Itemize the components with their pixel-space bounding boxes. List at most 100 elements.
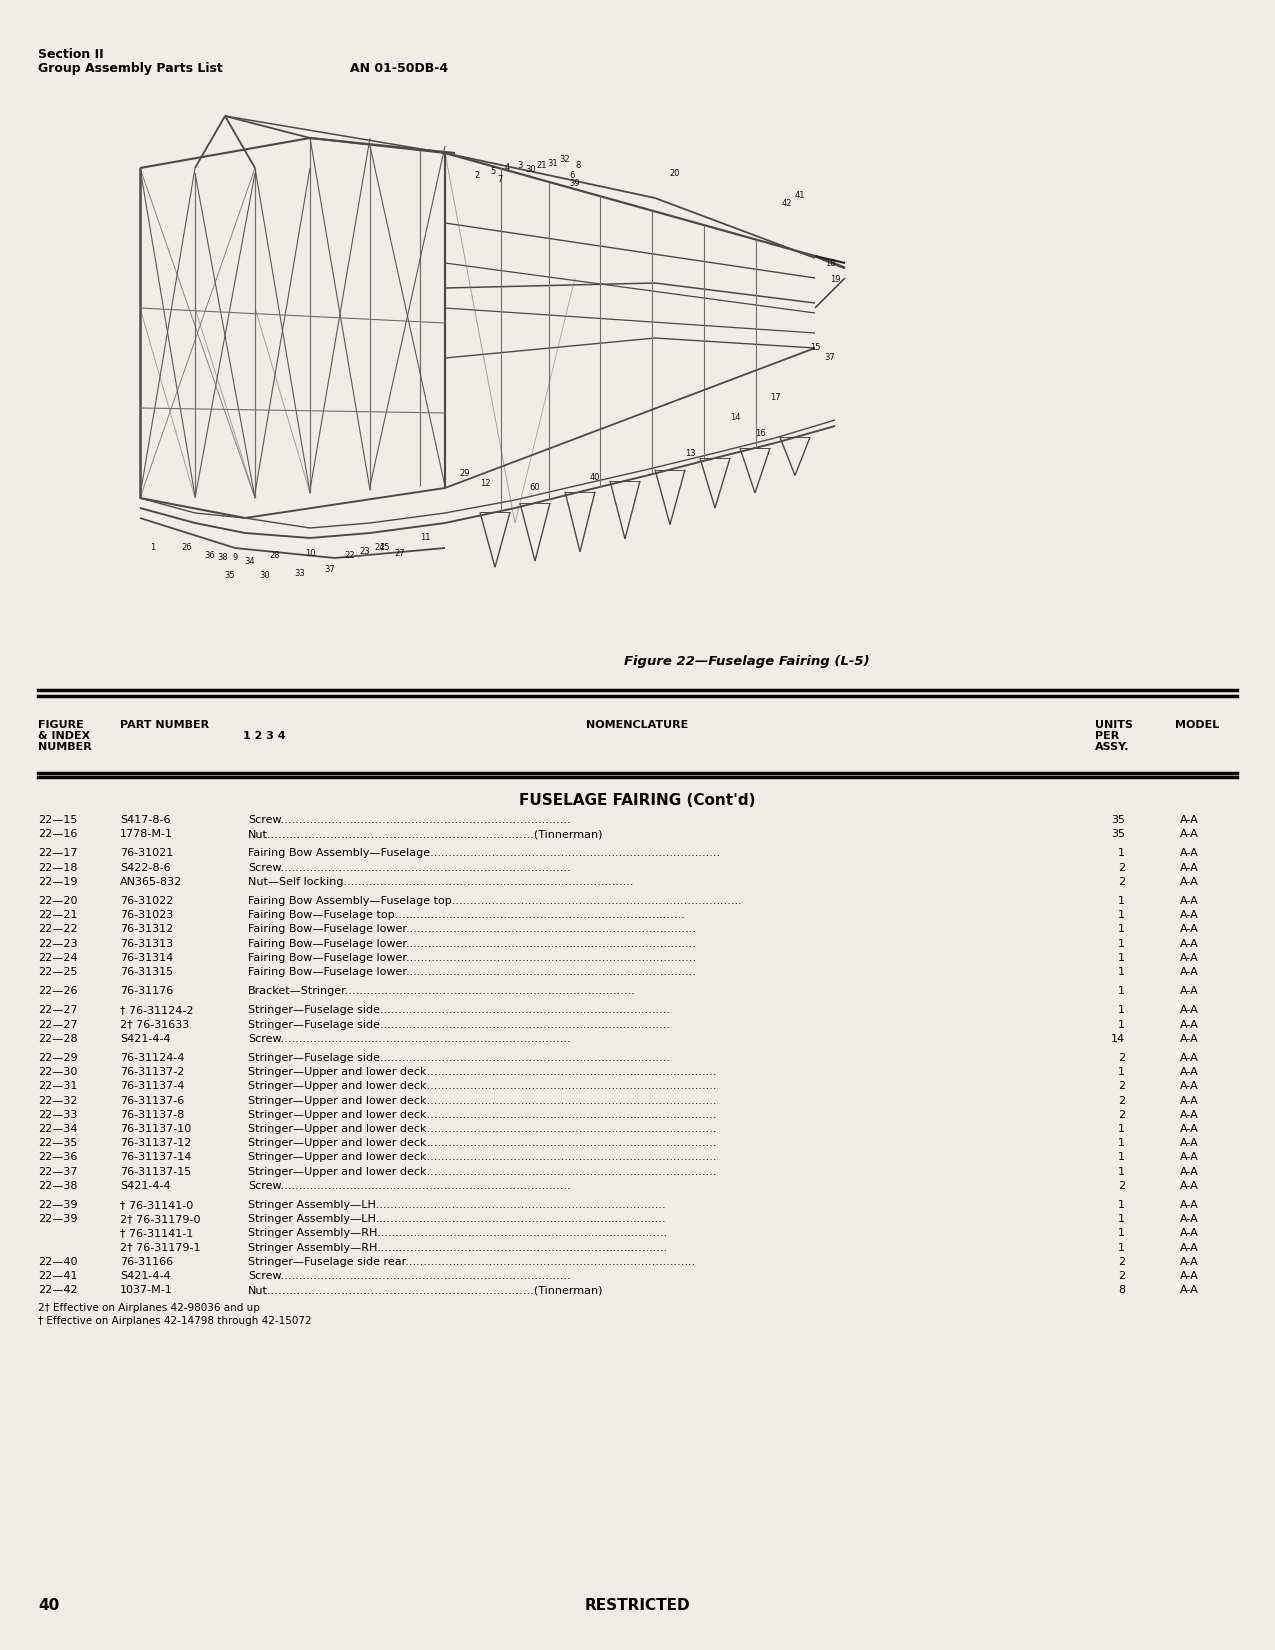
- Text: 2† 76-31179-0: 2† 76-31179-0: [120, 1214, 200, 1224]
- Text: A-A: A-A: [1179, 1200, 1198, 1209]
- Text: 22—17: 22—17: [38, 848, 78, 858]
- Text: Fairing Bow Assembly—Fuselage top...............................................: Fairing Bow Assembly—Fuselage top.......…: [249, 896, 742, 906]
- Text: † 76-31141-1: † 76-31141-1: [120, 1228, 194, 1239]
- Text: 5: 5: [491, 168, 496, 177]
- Text: 22—24: 22—24: [38, 952, 78, 964]
- Text: 76-31023: 76-31023: [120, 911, 173, 921]
- Text: † Effective on Airplanes 42-14798 through 42-15072: † Effective on Airplanes 42-14798 throug…: [38, 1317, 311, 1327]
- Text: A-A: A-A: [1179, 939, 1198, 949]
- Text: 2: 2: [1118, 1257, 1125, 1267]
- Text: 22—32: 22—32: [38, 1096, 78, 1106]
- Text: 1: 1: [1118, 924, 1125, 934]
- Text: 34: 34: [245, 556, 255, 566]
- Text: RESTRICTED: RESTRICTED: [584, 1597, 690, 1614]
- Text: 76-31137-14: 76-31137-14: [120, 1152, 191, 1162]
- Text: 2: 2: [1118, 1053, 1125, 1063]
- Text: 33: 33: [295, 569, 306, 578]
- Text: 35: 35: [224, 571, 236, 581]
- Text: 1: 1: [1118, 1124, 1125, 1134]
- Text: 37: 37: [825, 353, 835, 363]
- Text: 1: 1: [1118, 1200, 1125, 1209]
- Text: 22—42: 22—42: [38, 1285, 78, 1295]
- Text: Screw...........................................................................: Screw...................................…: [249, 1181, 571, 1191]
- Text: & INDEX: & INDEX: [38, 731, 91, 741]
- Text: A-A: A-A: [1179, 911, 1198, 921]
- Text: A-A: A-A: [1179, 1285, 1198, 1295]
- Text: 12: 12: [479, 478, 491, 487]
- Text: Fairing Bow Assembly—Fuselage...................................................: Fairing Bow Assembly—Fuselage...........…: [249, 848, 720, 858]
- Text: 22—25: 22—25: [38, 967, 78, 977]
- Text: 22—39: 22—39: [38, 1214, 78, 1224]
- Text: Stringer Assembly—RH............................................................: Stringer Assembly—RH....................…: [249, 1242, 667, 1252]
- Text: 22—22: 22—22: [38, 924, 78, 934]
- Text: A-A: A-A: [1179, 1068, 1198, 1077]
- Text: 1: 1: [1118, 967, 1125, 977]
- Text: 14: 14: [729, 414, 741, 422]
- Text: Stringer Assembly—RH............................................................: Stringer Assembly—RH....................…: [249, 1228, 667, 1239]
- Text: 22—19: 22—19: [38, 876, 78, 886]
- Text: 22—27: 22—27: [38, 1005, 78, 1015]
- Text: 22—38: 22—38: [38, 1181, 78, 1191]
- Text: Screw...........................................................................: Screw...................................…: [249, 815, 571, 825]
- Text: 1: 1: [1118, 939, 1125, 949]
- Text: 31: 31: [548, 158, 558, 168]
- Text: Stringer—Upper and lower deck...................................................: Stringer—Upper and lower deck...........…: [249, 1152, 717, 1162]
- Text: 76-31166: 76-31166: [120, 1257, 173, 1267]
- Text: A-A: A-A: [1179, 1005, 1198, 1015]
- Text: A-A: A-A: [1179, 1228, 1198, 1239]
- Text: ASSY.: ASSY.: [1095, 742, 1130, 752]
- Text: 17: 17: [770, 393, 780, 403]
- Text: 22—30: 22—30: [38, 1068, 78, 1077]
- Text: 2: 2: [1118, 1110, 1125, 1120]
- Text: 22—33: 22—33: [38, 1110, 78, 1120]
- Text: † 76-31124-2: † 76-31124-2: [120, 1005, 194, 1015]
- Text: 76-31021: 76-31021: [120, 848, 173, 858]
- Text: 22—29: 22—29: [38, 1053, 78, 1063]
- Text: 1: 1: [1118, 1228, 1125, 1239]
- Text: 42: 42: [782, 198, 792, 208]
- Text: AN 01-50DB-4: AN 01-50DB-4: [351, 63, 448, 74]
- Text: 2† 76-31179-1: 2† 76-31179-1: [120, 1242, 200, 1252]
- Text: Stringer—Upper and lower deck...................................................: Stringer—Upper and lower deck...........…: [249, 1096, 717, 1106]
- Text: 9: 9: [232, 553, 237, 563]
- Text: Group Assembly Parts List: Group Assembly Parts List: [38, 63, 223, 74]
- Text: 76-31137-15: 76-31137-15: [120, 1167, 191, 1176]
- Text: 60: 60: [529, 483, 541, 492]
- Text: Screw...........................................................................: Screw...................................…: [249, 863, 571, 873]
- Text: 76-31137-4: 76-31137-4: [120, 1081, 185, 1091]
- Text: Nut………………………………………………………………(Tinnerman): Nut………………………………………………………………(Tinnerman): [249, 830, 603, 840]
- Text: Stringer—Fuselage side..........................................................: Stringer—Fuselage side..................…: [249, 1053, 669, 1063]
- Text: 2: 2: [1118, 876, 1125, 886]
- Text: 23: 23: [360, 546, 370, 556]
- Text: 22—27: 22—27: [38, 1020, 78, 1030]
- Text: A-A: A-A: [1179, 1020, 1198, 1030]
- Text: Figure 22—Fuselage Fairing (L-5): Figure 22—Fuselage Fairing (L-5): [625, 655, 870, 668]
- Text: Stringer—Fuselage side rear.....................................................: Stringer—Fuselage side rear.............…: [249, 1257, 695, 1267]
- Text: A-A: A-A: [1179, 1081, 1198, 1091]
- Text: PER: PER: [1095, 731, 1119, 741]
- Text: 2: 2: [1118, 1181, 1125, 1191]
- Text: Stringer—Upper and lower deck...................................................: Stringer—Upper and lower deck...........…: [249, 1081, 717, 1091]
- Text: 8: 8: [1118, 1285, 1125, 1295]
- Text: 76-31137-10: 76-31137-10: [120, 1124, 191, 1134]
- Text: 11: 11: [419, 533, 430, 543]
- Text: 22—26: 22—26: [38, 987, 78, 997]
- Text: Screw...........................................................................: Screw...................................…: [249, 1035, 571, 1044]
- Text: 1: 1: [1118, 1167, 1125, 1176]
- Text: FIGURE: FIGURE: [38, 719, 84, 729]
- Text: 1: 1: [1118, 1068, 1125, 1077]
- Text: 2: 2: [1118, 1270, 1125, 1280]
- Text: A-A: A-A: [1179, 1242, 1198, 1252]
- Text: 1 2 3 4: 1 2 3 4: [244, 731, 286, 741]
- Text: S421-4-4: S421-4-4: [120, 1270, 171, 1280]
- Text: 22—34: 22—34: [38, 1124, 78, 1134]
- Text: 30: 30: [525, 165, 537, 175]
- Text: 29: 29: [460, 469, 470, 477]
- Text: 36: 36: [204, 551, 215, 559]
- Text: A-A: A-A: [1179, 815, 1198, 825]
- Text: 3: 3: [518, 160, 523, 170]
- Text: S422-8-6: S422-8-6: [120, 863, 171, 873]
- Text: 22—23: 22—23: [38, 939, 78, 949]
- Text: 1: 1: [1118, 1138, 1125, 1148]
- Text: MODEL: MODEL: [1176, 719, 1219, 729]
